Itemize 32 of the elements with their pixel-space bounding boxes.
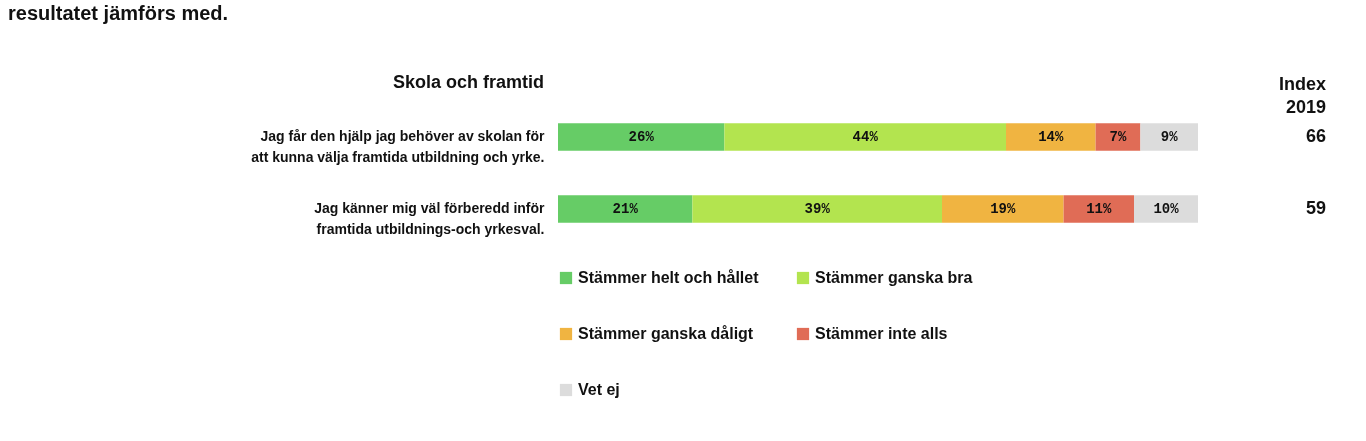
text: resultatet jämförs med. <box>8 2 229 24</box>
text: 66 <box>1305 125 1326 146</box>
legend-label: Stämmer helt och hållet <box>578 269 760 286</box>
legend-label: Stämmer ganska bra <box>815 269 973 286</box>
data-label: 26% <box>628 128 655 145</box>
bar <box>558 195 693 223</box>
y-tick-label: Jag får den hjälp jag behöver av skolan för att kunna välja framtida utbildning och yrke. <box>251 127 546 165</box>
bar <box>1140 123 1198 151</box>
data-label: 19% <box>990 201 1016 218</box>
bar <box>1095 123 1141 151</box>
text: 59 <box>1305 198 1326 219</box>
y-tick-label: Jag känner mig väl förberedd inför framtida utbildnings-och yrkesval. <box>314 200 546 238</box>
bar <box>1134 195 1198 223</box>
data-label: 14% <box>1038 128 1064 145</box>
legend-label: Stämmer ganska dåligt <box>578 325 754 342</box>
data-label: 11% <box>1086 201 1112 218</box>
data-label: 10% <box>1153 201 1180 218</box>
bar <box>558 123 725 151</box>
bar <box>1063 195 1134 223</box>
bar <box>942 195 1064 223</box>
bar <box>724 123 1006 151</box>
text: Index 2019 <box>1278 74 1326 117</box>
data-label: 44% <box>852 128 879 145</box>
bar <box>692 195 942 223</box>
y-axis-title: Skola och framtid <box>392 72 544 92</box>
bar <box>1006 123 1096 151</box>
legend-label: Stämmer inte alls <box>815 325 948 342</box>
legend-label: Vet ej <box>578 381 620 398</box>
data-label: 9% <box>1160 128 1179 145</box>
data-label: 39% <box>804 201 831 218</box>
data-label: 21% <box>612 201 639 218</box>
data-label: 7% <box>1109 128 1127 145</box>
